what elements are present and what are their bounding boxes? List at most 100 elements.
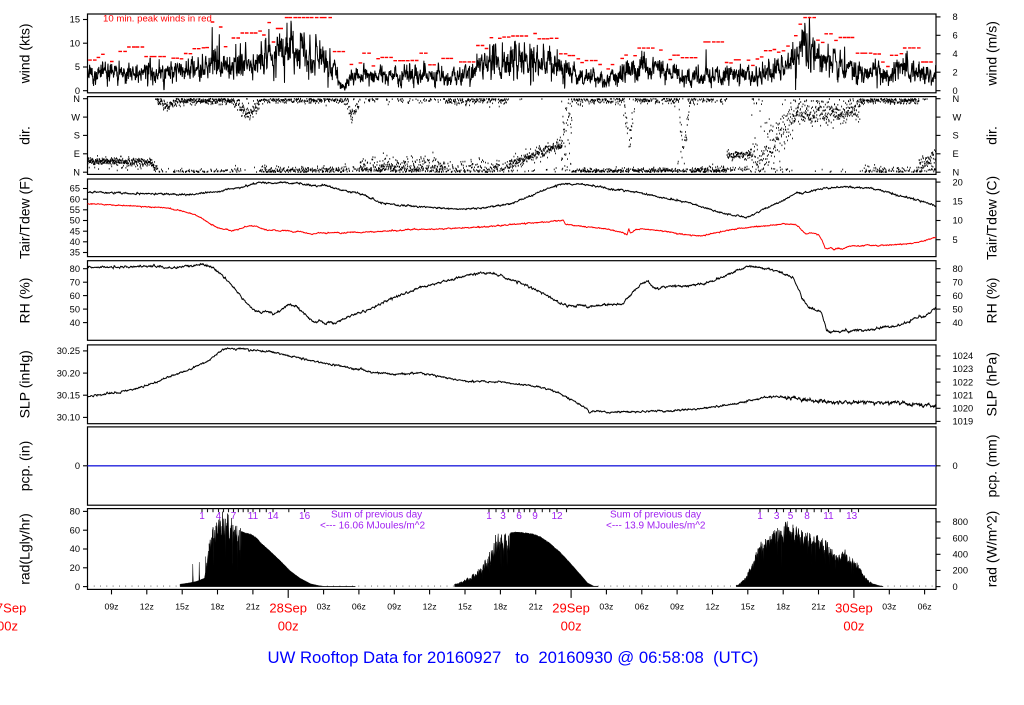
svg-text:Sum of previous day: Sum of previous day [331,510,422,521]
svg-text:15: 15 [953,197,963,207]
svg-text:10: 10 [953,216,963,226]
svg-text:21z: 21z [529,602,543,612]
svg-text:Tair/Tdew (F): Tair/Tdew (F) [17,177,33,259]
svg-text:0: 0 [75,86,80,96]
svg-text:7: 7 [231,511,237,522]
svg-text:9: 9 [532,511,538,522]
svg-text:1023: 1023 [953,364,974,374]
svg-text:40: 40 [70,237,80,247]
svg-text:60: 60 [70,291,80,301]
svg-text:2: 2 [953,67,958,77]
svg-text:6: 6 [516,511,522,522]
svg-text:55: 55 [70,205,80,215]
svg-text:dir.: dir. [17,126,33,145]
svg-text:00z: 00z [278,619,299,634]
svg-text:0: 0 [953,582,958,592]
svg-text:wind (m/s): wind (m/s) [984,21,1000,87]
svg-text:03z: 03z [317,602,331,612]
svg-text:0: 0 [953,86,958,96]
svg-text:15: 15 [70,15,80,25]
svg-text:13: 13 [846,511,858,522]
svg-text:E: E [953,149,959,159]
svg-text:80: 80 [70,264,80,274]
svg-text:30Sep: 30Sep [835,601,873,616]
svg-text:1: 1 [486,511,492,522]
svg-text:20: 20 [953,177,963,187]
svg-text:12z: 12z [423,602,437,612]
svg-text:18z: 18z [210,602,224,612]
svg-text:60: 60 [953,291,963,301]
svg-text:03z: 03z [882,602,896,612]
svg-text:8: 8 [953,12,958,22]
svg-text:rad(Lgly/hr): rad(Lgly/hr) [17,513,33,585]
svg-text:11: 11 [823,511,834,522]
svg-text:50: 50 [953,304,963,314]
svg-text:16: 16 [299,511,311,522]
svg-text:40: 40 [70,544,80,554]
svg-text:28Sep: 28Sep [269,601,307,616]
svg-text:30.20: 30.20 [57,368,80,378]
svg-text:5: 5 [788,511,794,522]
svg-text:09z: 09z [387,602,401,612]
svg-text:30.15: 30.15 [57,390,80,400]
svg-text:60: 60 [70,525,80,535]
svg-text:60: 60 [70,194,80,204]
svg-text:00z: 00z [0,619,18,634]
svg-text:3: 3 [500,511,506,522]
svg-text:3: 3 [774,511,780,522]
svg-text:15z: 15z [458,602,472,612]
svg-text:35: 35 [70,248,80,258]
svg-text:14: 14 [267,511,279,522]
svg-text:06z: 06z [635,602,649,612]
svg-text:03z: 03z [599,602,613,612]
svg-text:SLP (inHg): SLP (inHg) [17,350,33,418]
svg-text:5: 5 [953,235,958,245]
svg-text:Sum of previous day: Sum of previous day [610,510,701,521]
svg-text:UW Rooftop Data for 20160927: UW Rooftop Data for 20160927 to 20160930… [268,648,759,667]
svg-text:00z: 00z [843,619,864,634]
svg-text:0: 0 [75,461,80,471]
svg-text:rad (W/m^2): rad (W/m^2) [984,511,1000,588]
svg-text:6: 6 [953,31,958,41]
svg-text:RH (%): RH (%) [984,278,1000,324]
svg-text:1020: 1020 [953,404,974,414]
svg-text:0: 0 [953,461,958,471]
svg-text:1024: 1024 [953,351,974,361]
svg-text:Tair/Tdew (C): Tair/Tdew (C) [984,176,1000,260]
svg-text:21z: 21z [246,602,260,612]
svg-text:S: S [74,131,80,141]
svg-text:N: N [73,167,80,177]
svg-text:N: N [73,94,80,104]
svg-text:12z: 12z [140,602,154,612]
svg-text:20: 20 [70,563,80,573]
svg-text:<--- 16.06 MJoules/m^2: <--- 16.06 MJoules/m^2 [320,521,425,532]
svg-text:<--- 13.9 MJoules/m^2: <--- 13.9 MJoules/m^2 [606,521,706,532]
svg-text:dir.: dir. [984,126,1000,145]
svg-text:4: 4 [216,511,222,522]
svg-text:11: 11 [248,511,259,522]
svg-text:4: 4 [953,49,958,59]
svg-text:pcp. (mm): pcp. (mm) [984,435,1000,498]
svg-text:70: 70 [70,277,80,287]
svg-text:10: 10 [70,38,80,48]
svg-text:27Sep: 27Sep [0,601,26,616]
svg-text:W: W [953,112,962,122]
svg-text:800: 800 [953,517,969,527]
svg-text:600: 600 [953,533,969,543]
svg-text:1: 1 [199,511,205,522]
svg-text:30.25: 30.25 [57,346,80,356]
svg-text:1019: 1019 [953,417,974,427]
svg-text:N: N [953,167,960,177]
svg-text:400: 400 [953,550,969,560]
svg-text:1021: 1021 [953,390,974,400]
svg-text:80: 80 [70,507,80,517]
svg-text:0: 0 [75,582,80,592]
svg-text:12z: 12z [705,602,719,612]
svg-text:80: 80 [953,264,963,274]
svg-text:5: 5 [75,62,80,72]
svg-text:45: 45 [70,226,80,236]
svg-text:06z: 06z [918,602,932,612]
svg-text:09z: 09z [670,602,684,612]
svg-text:70: 70 [953,277,963,287]
svg-text:10 min. peak winds in red: 10 min. peak winds in red [103,14,212,25]
